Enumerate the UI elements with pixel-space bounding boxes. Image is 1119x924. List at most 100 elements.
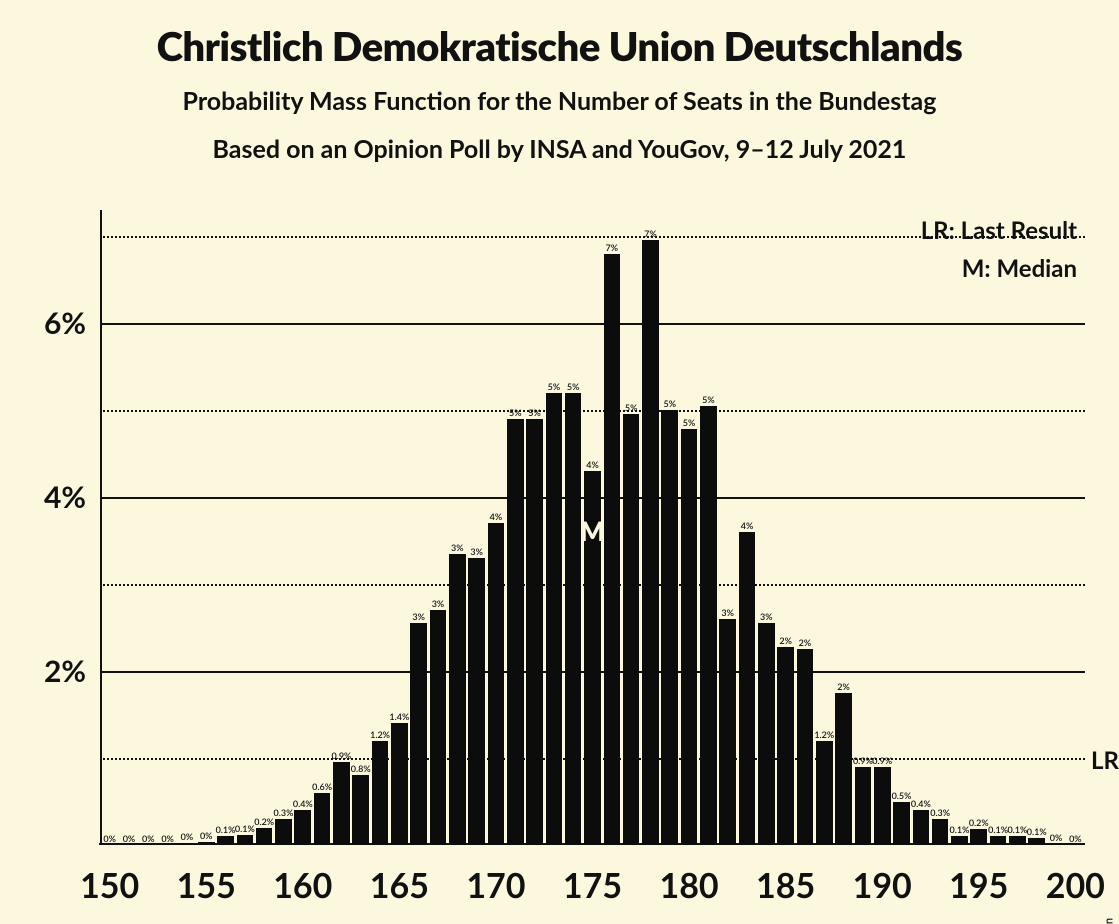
bar-value-label: 0.3% xyxy=(930,807,950,819)
bar-value-label: 0% xyxy=(142,833,155,845)
x-tick-label: 190 xyxy=(853,845,912,906)
bar-value-label: 3% xyxy=(721,607,734,619)
chart-title: Christlich Demokratische Union Deutschla… xyxy=(0,0,1119,70)
bar-value-label: 0% xyxy=(123,833,136,845)
bar: 0.1% xyxy=(1028,838,1045,845)
bar-value-label: 1.2% xyxy=(814,729,834,741)
bar-value-label: 0.1% xyxy=(988,824,1008,836)
bar-value-label: 2% xyxy=(837,681,850,693)
bar-value-label: 0% xyxy=(200,830,213,842)
x-tick-label: 180 xyxy=(659,845,718,906)
x-tick-label: 195 xyxy=(949,845,1008,906)
bar-value-label: 3% xyxy=(412,611,425,623)
bar: 0.2% xyxy=(256,828,273,845)
y-tick-label: 6% xyxy=(44,305,100,341)
bar-value-label: 0.1% xyxy=(235,823,255,835)
bar: 0.1% xyxy=(237,835,254,845)
bar-value-label: 5% xyxy=(548,381,561,393)
x-tick-label: 165 xyxy=(370,845,429,906)
bar-value-label: 3% xyxy=(451,542,464,554)
bar-value-label: 0.1% xyxy=(216,824,236,836)
chart-titles: Christlich Demokratische Union Deutschla… xyxy=(0,0,1119,164)
bar-value-label: 3% xyxy=(470,546,483,558)
bar: 0.2% xyxy=(970,829,987,845)
bar: 5% xyxy=(661,410,678,845)
bar-value-label: 0% xyxy=(161,833,174,845)
bar-value-label: 5% xyxy=(528,407,541,419)
bar: 3% xyxy=(719,619,736,845)
bar-value-label: 0.1% xyxy=(950,824,970,836)
y-tick-label: 2% xyxy=(44,653,100,689)
bar: 5% xyxy=(623,414,640,845)
bar: 2% xyxy=(835,693,852,845)
bar-value-label: 0% xyxy=(181,831,194,843)
bar: 0.5% xyxy=(893,802,910,845)
bar: 3% xyxy=(410,623,427,845)
bar-value-label: 4% xyxy=(586,459,599,471)
chart-subtitle-2: Based on an Opinion Poll by INSA and You… xyxy=(0,116,1119,164)
bar-value-label: 0.1% xyxy=(1027,826,1047,838)
bar-value-label: 0.6% xyxy=(312,781,332,793)
bar: 0.6% xyxy=(314,793,331,845)
bar-value-label: 0% xyxy=(103,833,116,845)
bar: 3% xyxy=(449,554,466,845)
bar-value-label: 5% xyxy=(702,394,715,406)
bar-value-label: 5% xyxy=(625,402,638,414)
lr-marker-label: LR xyxy=(1091,746,1119,775)
bar: 0.4% xyxy=(913,810,930,845)
bar-value-label: 5% xyxy=(509,407,522,419)
bar: 5% xyxy=(507,419,524,845)
bar-value-label: 4% xyxy=(490,511,503,523)
bar: 0.9% xyxy=(874,767,891,845)
chart-subtitle-1: Probability Mass Function for the Number… xyxy=(0,70,1119,116)
bar: 1.2% xyxy=(816,741,833,845)
bar-value-label: 0.9% xyxy=(853,755,873,767)
bar-value-label: 0.9% xyxy=(872,755,892,767)
bar-value-label: 1.2% xyxy=(370,729,390,741)
bar-value-label: 0.4% xyxy=(911,798,931,810)
bar: 0.1% xyxy=(1009,836,1026,845)
bar-value-label: 0% xyxy=(1050,832,1063,844)
bar-value-label: 2% xyxy=(779,635,792,647)
bar: 2% xyxy=(777,647,794,845)
bar: 5% xyxy=(565,393,582,845)
bar: 2% xyxy=(797,649,814,845)
bar-value-label: 3% xyxy=(432,598,445,610)
x-tick-label: 155 xyxy=(177,845,236,906)
bar-value-label: 4% xyxy=(741,520,754,532)
bar: 3% xyxy=(468,558,485,845)
bar-value-label: 0.1% xyxy=(1007,824,1027,836)
bar-value-label: 0.2% xyxy=(969,817,989,829)
bar: 0% xyxy=(1048,844,1065,845)
bar: 5% xyxy=(681,429,698,845)
bar-value-label: 0.8% xyxy=(351,763,371,775)
bar-value-label: 3% xyxy=(760,611,773,623)
bar: 3% xyxy=(430,610,447,845)
bar: 0% xyxy=(198,842,215,845)
bar: 7% xyxy=(604,254,621,846)
bar: 4% xyxy=(739,532,756,845)
bar: 3% xyxy=(758,623,775,845)
bar: 0.9% xyxy=(333,762,350,845)
median-marker: M xyxy=(580,515,605,547)
legend-m: M: Median xyxy=(962,254,1077,283)
bar-value-label: 0.3% xyxy=(274,807,294,819)
bar: 0.3% xyxy=(275,819,292,845)
legend-lr: LR: Last Result xyxy=(921,216,1077,245)
bar: 0.8% xyxy=(352,775,369,845)
bar: 0.1% xyxy=(217,836,234,845)
bar-value-label: 0.5% xyxy=(892,790,912,802)
bar: 0.3% xyxy=(932,819,949,845)
bar: 1.4% xyxy=(391,723,408,845)
x-tick-label: 175 xyxy=(563,845,622,906)
bar: 1.2% xyxy=(372,741,389,845)
bar-value-label: 0% xyxy=(1069,833,1082,845)
bar-value-label: 1.4% xyxy=(389,711,409,723)
bar-value-label: 0.4% xyxy=(293,798,313,810)
x-tick-label: 200 xyxy=(1046,845,1105,906)
bar: 0.1% xyxy=(990,836,1007,845)
bar-value-label: 7% xyxy=(606,242,619,254)
copyright-notice: © 2021 Filip van Laenen xyxy=(1102,918,1115,924)
bar-value-label: 0.9% xyxy=(331,750,351,762)
bar: 0.9% xyxy=(855,767,872,845)
